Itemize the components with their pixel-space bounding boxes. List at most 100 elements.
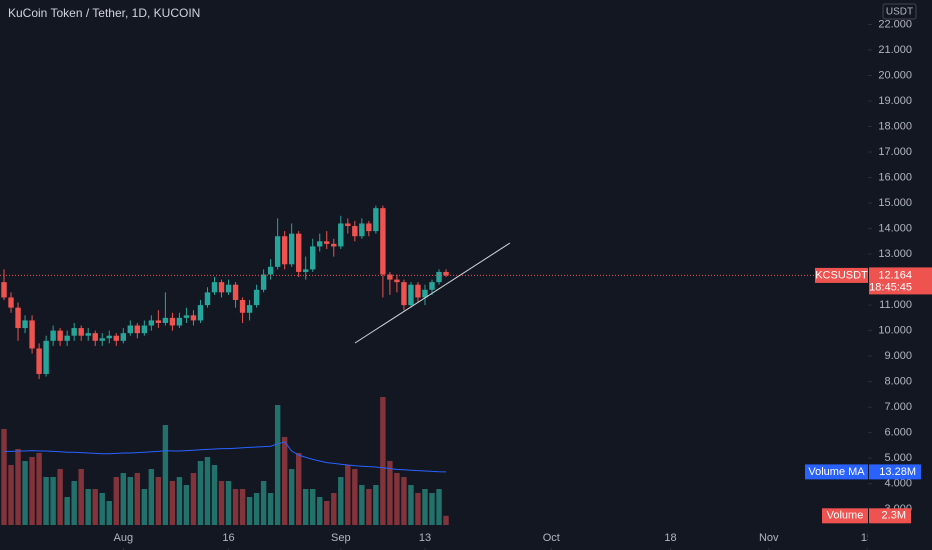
y-tick-label: 21.000 <box>878 44 912 56</box>
volume-name: Volume <box>827 510 864 522</box>
candle-body <box>71 328 77 336</box>
candle-body <box>288 233 295 265</box>
volume-bar <box>29 457 35 525</box>
y-tick-label: 8.000 <box>884 376 912 388</box>
candle-body <box>415 284 421 298</box>
candle-body <box>190 315 197 321</box>
volume-bar <box>15 449 21 525</box>
candle-body <box>176 317 183 326</box>
candle-body <box>260 274 267 290</box>
volume-bar <box>246 497 253 525</box>
volume-bar <box>415 493 421 525</box>
volume-bar <box>267 493 274 525</box>
volume-bar <box>85 489 91 525</box>
y-tick-label: 22.000 <box>878 18 912 30</box>
candle-body <box>267 266 274 275</box>
candle-body <box>1 282 7 298</box>
candle-body <box>225 284 232 293</box>
volume-bar <box>331 493 337 525</box>
volume-value: 2.3M <box>882 510 906 522</box>
candle-body <box>253 289 260 306</box>
candle-body <box>64 335 70 341</box>
volume-bar <box>352 469 358 525</box>
candle-body <box>148 320 155 326</box>
volume-bar <box>176 477 183 525</box>
volume-bar <box>429 493 435 525</box>
y-tick-label: 11.000 <box>879 299 912 311</box>
chart-title: KuCoin Token / Tether, 1D, KUCOIN <box>8 6 200 20</box>
volume-bar <box>78 469 84 525</box>
volume-bar <box>8 465 14 525</box>
x-tick-label: Oct <box>543 532 560 544</box>
volume-bar <box>394 473 400 525</box>
candle-body <box>204 292 211 306</box>
volume-bar <box>169 481 176 525</box>
last-price-bg <box>869 267 932 295</box>
y-tick-label: 19.000 <box>878 95 912 107</box>
y-tick-label: 13.000 <box>878 248 912 260</box>
candle-body <box>436 271 442 283</box>
unit-box <box>882 3 917 20</box>
volume-bar <box>50 477 56 525</box>
volume-bar <box>141 489 148 525</box>
volume-bar <box>225 481 232 525</box>
volume-bar <box>36 453 42 525</box>
volume-bar <box>310 489 316 525</box>
x-tick-label: Nov <box>759 532 779 544</box>
candle-body <box>15 307 21 329</box>
candle-body <box>134 325 141 334</box>
candle-body <box>120 333 126 341</box>
volume-bar <box>436 489 442 525</box>
volume-bar <box>373 485 379 525</box>
volume-bar <box>120 473 126 525</box>
candle-body <box>429 282 435 290</box>
x-tick-label: Aug <box>114 532 134 544</box>
candle-body <box>303 269 309 272</box>
volume-bar <box>288 469 295 525</box>
volume-bar <box>92 489 98 525</box>
candle-body <box>246 305 253 313</box>
symbol-label: KCSUSDT <box>815 269 868 281</box>
candle-body <box>380 208 386 275</box>
unit-label: USDT <box>886 7 913 18</box>
volume-bar <box>387 461 393 525</box>
candle-body <box>169 317 176 326</box>
volume-bar <box>295 453 302 525</box>
candle-body <box>78 328 84 336</box>
candle-body <box>422 289 428 298</box>
candle-body <box>324 241 330 244</box>
y-tick-label: 4.000 <box>884 478 912 490</box>
volume-bar <box>64 497 70 525</box>
candle-body <box>387 274 393 280</box>
volume-bar <box>204 457 211 525</box>
candle-body <box>408 284 414 306</box>
x-tick-label: 16 <box>222 532 234 544</box>
candle-body <box>50 330 56 341</box>
volume-bar <box>190 473 197 525</box>
x-tick-label: 15 <box>861 532 873 544</box>
x-tick-label: 18 <box>664 532 676 544</box>
candle-body <box>162 317 169 323</box>
y-tick-label: 10.000 <box>878 325 912 337</box>
candle-body <box>359 223 365 237</box>
y-tick-label: 14.000 <box>878 222 912 234</box>
trend-line[interactable] <box>354 242 511 344</box>
x-tick-label: Sep <box>331 532 351 544</box>
volume-bar <box>106 501 112 525</box>
candle-body <box>218 282 225 293</box>
volume-bar <box>443 515 449 525</box>
candle-body <box>36 348 42 374</box>
volume-ma-name-bg <box>805 464 868 480</box>
volume-bar <box>281 437 288 525</box>
volume-name-bg <box>822 508 868 524</box>
volume-bar <box>317 497 323 525</box>
candle-body <box>345 223 351 227</box>
candle-body <box>85 333 91 336</box>
volume-bar <box>422 489 428 525</box>
volume-bar <box>366 489 372 525</box>
last-price-label: 12.164 <box>878 269 912 281</box>
y-tick-label: 15.000 <box>878 197 912 209</box>
candle-body <box>211 282 218 293</box>
volume-bar <box>22 461 28 525</box>
